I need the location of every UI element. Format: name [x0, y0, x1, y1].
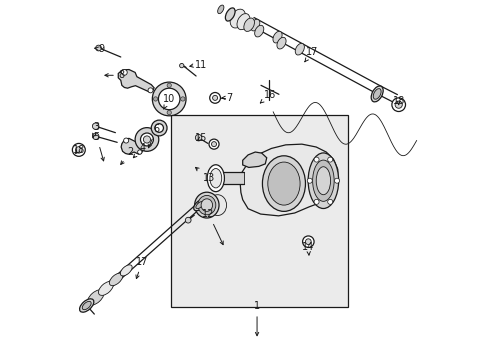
- Circle shape: [334, 178, 339, 183]
- Text: 16: 16: [260, 90, 275, 103]
- Text: 2: 2: [121, 147, 134, 165]
- Ellipse shape: [307, 153, 338, 208]
- Circle shape: [327, 199, 332, 204]
- Text: 6: 6: [148, 124, 160, 148]
- Ellipse shape: [272, 31, 282, 43]
- Text: 14: 14: [302, 242, 314, 255]
- Circle shape: [137, 150, 142, 154]
- Ellipse shape: [194, 192, 219, 218]
- Text: 17: 17: [136, 257, 148, 279]
- Circle shape: [209, 93, 220, 103]
- Ellipse shape: [80, 299, 94, 312]
- Text: 18: 18: [73, 145, 85, 155]
- Ellipse shape: [208, 195, 226, 216]
- Circle shape: [148, 88, 153, 93]
- Circle shape: [121, 69, 127, 75]
- Circle shape: [92, 133, 99, 139]
- Ellipse shape: [372, 89, 380, 99]
- Ellipse shape: [244, 18, 254, 31]
- Circle shape: [155, 124, 163, 132]
- Ellipse shape: [254, 25, 263, 37]
- Polygon shape: [242, 152, 266, 167]
- Circle shape: [305, 239, 310, 244]
- Circle shape: [180, 97, 184, 101]
- Ellipse shape: [276, 37, 285, 49]
- Ellipse shape: [82, 301, 91, 310]
- Ellipse shape: [217, 5, 224, 14]
- Circle shape: [152, 82, 185, 116]
- Ellipse shape: [295, 43, 304, 55]
- Circle shape: [185, 217, 191, 223]
- Text: 4: 4: [133, 143, 145, 158]
- Ellipse shape: [201, 199, 212, 211]
- Ellipse shape: [316, 167, 330, 195]
- Ellipse shape: [230, 9, 245, 28]
- Circle shape: [158, 88, 180, 110]
- Text: 9: 9: [95, 44, 104, 54]
- Ellipse shape: [198, 195, 215, 215]
- Polygon shape: [118, 69, 154, 92]
- Circle shape: [302, 236, 313, 247]
- Circle shape: [167, 83, 171, 87]
- Circle shape: [153, 97, 158, 101]
- Ellipse shape: [225, 8, 235, 21]
- Text: 1: 1: [253, 301, 260, 336]
- Circle shape: [391, 98, 405, 112]
- Ellipse shape: [207, 165, 224, 192]
- Circle shape: [195, 134, 202, 141]
- Text: 15: 15: [194, 134, 206, 143]
- Ellipse shape: [120, 265, 132, 276]
- Circle shape: [208, 139, 219, 149]
- Text: 13: 13: [195, 167, 214, 183]
- Circle shape: [96, 45, 101, 51]
- Circle shape: [306, 178, 312, 183]
- Ellipse shape: [196, 202, 203, 209]
- Circle shape: [72, 143, 85, 156]
- Bar: [171, 116, 348, 307]
- Polygon shape: [240, 144, 337, 216]
- Circle shape: [143, 136, 150, 143]
- Text: 8: 8: [105, 70, 124, 80]
- Circle shape: [151, 120, 167, 136]
- Ellipse shape: [267, 162, 300, 205]
- Ellipse shape: [262, 156, 305, 211]
- Circle shape: [212, 95, 217, 100]
- Text: 5: 5: [93, 132, 104, 161]
- Circle shape: [76, 147, 82, 153]
- Text: 17: 17: [304, 46, 318, 62]
- Ellipse shape: [237, 14, 249, 30]
- Ellipse shape: [109, 273, 122, 285]
- Ellipse shape: [312, 160, 333, 201]
- Text: 18: 18: [392, 96, 404, 106]
- Circle shape: [123, 138, 128, 143]
- Ellipse shape: [98, 282, 113, 296]
- Circle shape: [179, 63, 183, 68]
- Polygon shape: [121, 138, 142, 154]
- Circle shape: [92, 123, 99, 130]
- Bar: [219, 172, 244, 184]
- Circle shape: [211, 141, 216, 147]
- Text: 11: 11: [194, 60, 206, 70]
- Ellipse shape: [209, 168, 221, 188]
- Circle shape: [135, 128, 159, 151]
- Text: 3: 3: [93, 122, 99, 138]
- Ellipse shape: [193, 199, 205, 211]
- Circle shape: [313, 199, 319, 204]
- Ellipse shape: [370, 86, 383, 102]
- Circle shape: [167, 111, 171, 115]
- Ellipse shape: [250, 19, 259, 31]
- Circle shape: [313, 157, 319, 162]
- Text: 10: 10: [163, 94, 175, 109]
- Ellipse shape: [87, 290, 104, 305]
- Text: 7: 7: [226, 93, 232, 103]
- Circle shape: [140, 133, 153, 146]
- Circle shape: [327, 157, 332, 162]
- Circle shape: [394, 101, 402, 108]
- Text: 12: 12: [202, 209, 223, 245]
